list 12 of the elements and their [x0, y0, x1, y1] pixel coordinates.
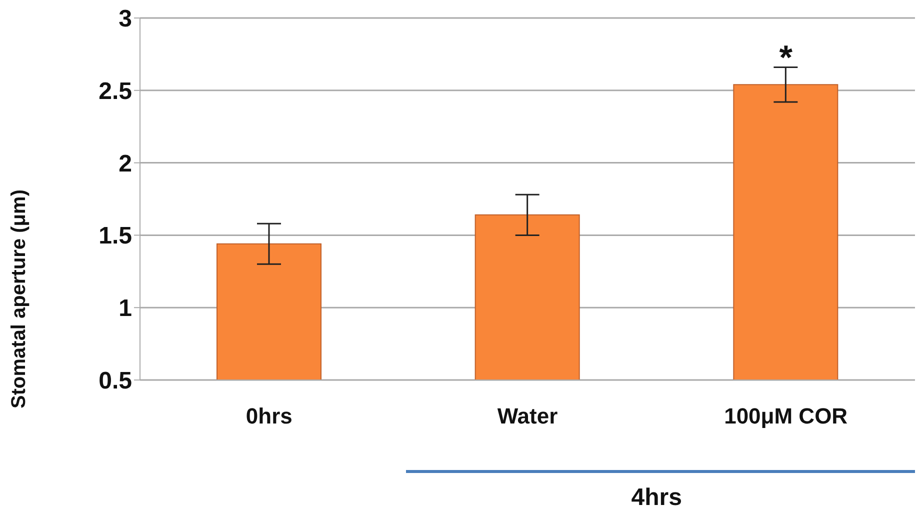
y-tick-label: 1.5: [98, 222, 132, 250]
y-tick-label: 2: [118, 150, 132, 178]
y-axis-title: Stomatal aperture (μm): [8, 190, 30, 408]
x-tick-label: 100μM COR: [724, 404, 848, 429]
x-tick-label: 0hrs: [246, 404, 292, 429]
y-tick-label: 2.5: [98, 78, 132, 105]
x-tick-label: Water: [497, 404, 558, 429]
text: 4hrs: [630, 484, 683, 512]
y-tick-label: 1: [118, 295, 132, 322]
annotation: *: [779, 39, 794, 78]
y-tick-label: 3: [118, 6, 132, 33]
y-tick-label: 0.5: [98, 368, 132, 395]
